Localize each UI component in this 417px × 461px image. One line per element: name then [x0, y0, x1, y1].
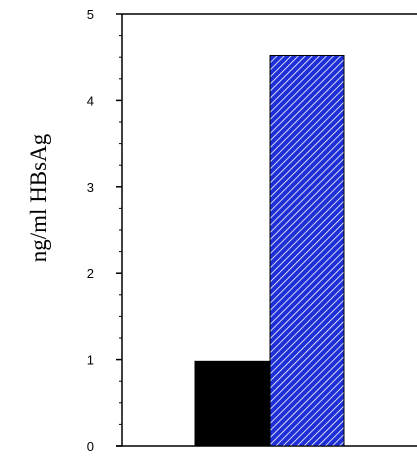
y-tick-label: 3 [87, 180, 94, 195]
y-tick-label: 0 [87, 439, 94, 454]
y-tick-label: 1 [87, 353, 94, 368]
bar-1 [194, 360, 270, 447]
bar-2 [269, 54, 345, 447]
bars-group [194, 54, 345, 447]
y-tick-label: 5 [87, 7, 94, 22]
y-axis-ticks: 0 1 2 3 4 5 [87, 7, 122, 454]
y-tick-label: 2 [87, 266, 94, 281]
y-tick-label: 4 [87, 93, 94, 108]
y-axis-label: ng/ml HBsAg [26, 133, 51, 262]
